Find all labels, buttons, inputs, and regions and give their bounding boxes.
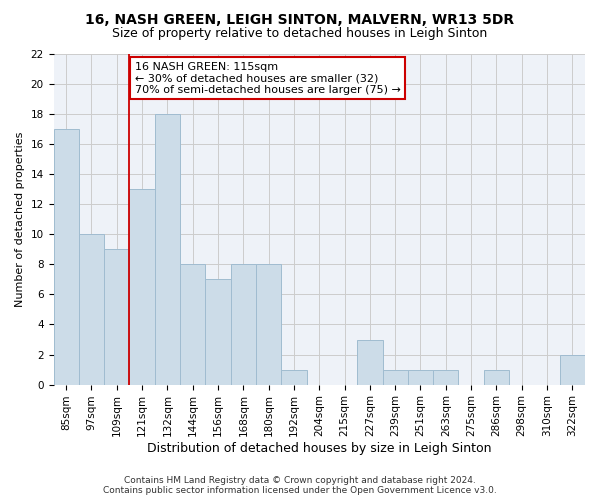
Bar xyxy=(433,370,458,384)
Text: 16, NASH GREEN, LEIGH SINTON, MALVERN, WR13 5DR: 16, NASH GREEN, LEIGH SINTON, MALVERN, W… xyxy=(85,12,515,26)
Bar xyxy=(383,370,408,384)
Bar xyxy=(180,264,205,384)
Y-axis label: Number of detached properties: Number of detached properties xyxy=(15,132,25,307)
X-axis label: Distribution of detached houses by size in Leigh Sinton: Distribution of detached houses by size … xyxy=(147,442,491,455)
Bar xyxy=(560,354,585,384)
Bar xyxy=(104,250,130,384)
Bar xyxy=(484,370,509,384)
Bar xyxy=(408,370,433,384)
Bar xyxy=(155,114,180,384)
Text: Size of property relative to detached houses in Leigh Sinton: Size of property relative to detached ho… xyxy=(112,28,488,40)
Bar xyxy=(205,280,230,384)
Bar xyxy=(256,264,281,384)
Bar xyxy=(281,370,307,384)
Bar xyxy=(53,129,79,384)
Text: 16 NASH GREEN: 115sqm
← 30% of detached houses are smaller (32)
70% of semi-deta: 16 NASH GREEN: 115sqm ← 30% of detached … xyxy=(134,62,400,94)
Text: Contains HM Land Registry data © Crown copyright and database right 2024.
Contai: Contains HM Land Registry data © Crown c… xyxy=(103,476,497,495)
Bar xyxy=(130,189,155,384)
Bar xyxy=(357,340,383,384)
Bar xyxy=(230,264,256,384)
Bar xyxy=(79,234,104,384)
